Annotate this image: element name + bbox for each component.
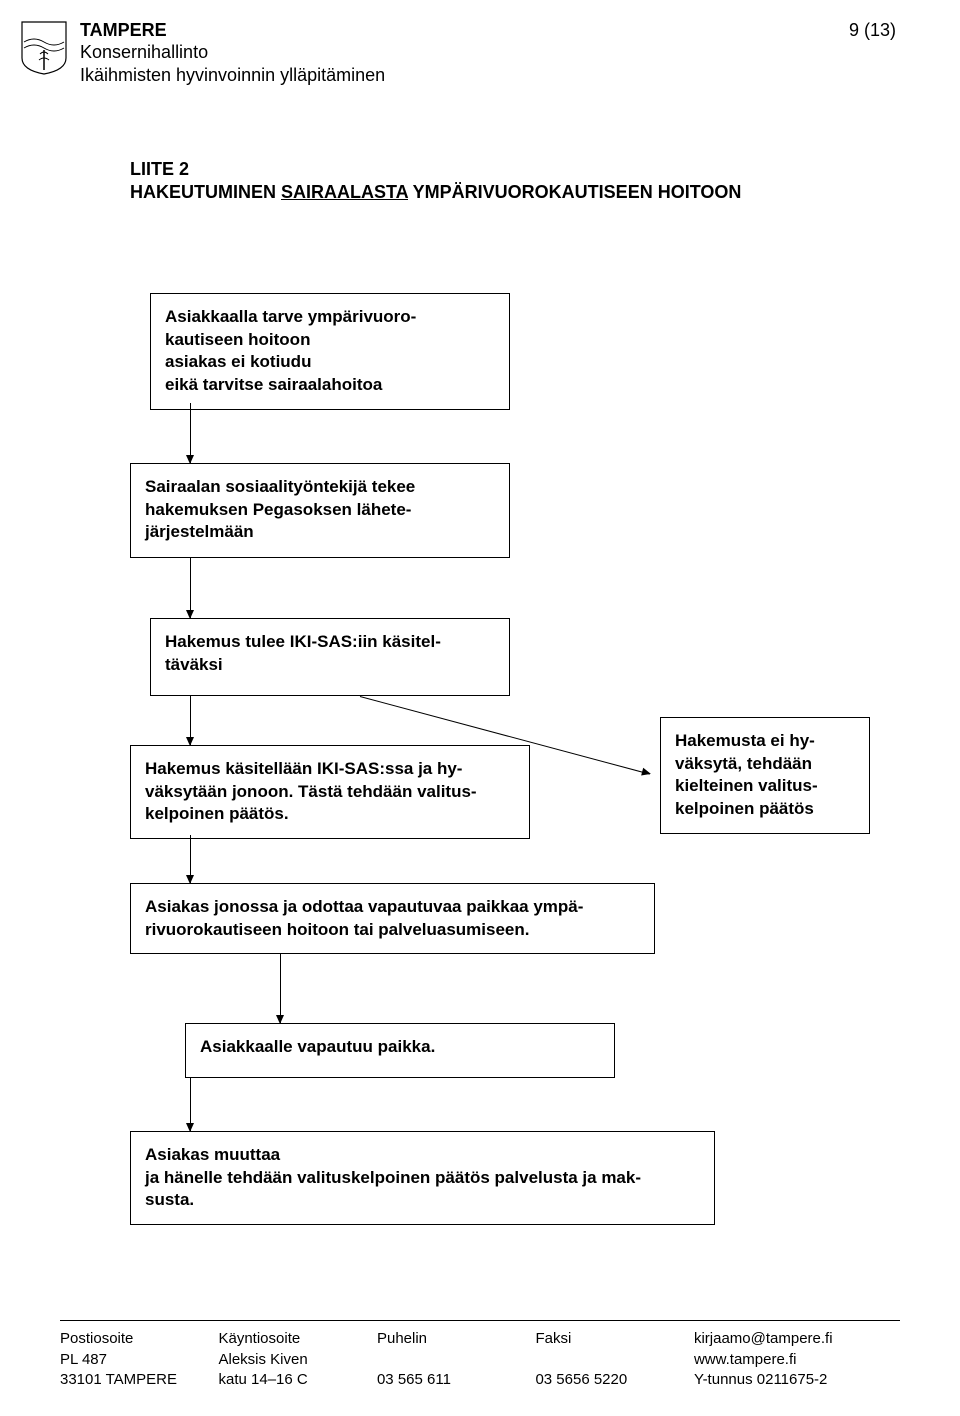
footer-line: Aleksis Kiven: [218, 1350, 376, 1370]
title-underline: SAIRAALASTA: [281, 182, 408, 202]
page-number: 9 (13): [849, 20, 900, 41]
flow-node-n1: Asiakkaalla tarve ympärivuoro- kautiseen…: [150, 293, 510, 411]
title-pre: HAKEUTUMINEN: [130, 182, 281, 202]
footer-col-0: PostiosoitePL 48733101 TAMPERE: [60, 1329, 218, 1390]
content-area: LIITE 2 HAKEUTUMINEN SAIRAALASTA YMPÄRIV…: [130, 158, 900, 1233]
header-title: TAMPERE: [80, 20, 849, 41]
footer-line: katu 14–16 C: [218, 1370, 376, 1390]
city-logo: [20, 20, 68, 76]
flow-node-n4: Hakemus käsitellään IKI-SAS:ssa ja hy- v…: [130, 745, 530, 840]
footer-col-1: KäyntiosoiteAleksis Kivenkatu 14–16 C: [218, 1329, 376, 1390]
footer-line: 03 565 611: [377, 1370, 535, 1390]
liite-label: LIITE 2: [130, 159, 189, 179]
footer-line: [535, 1350, 693, 1370]
footer-line: 33101 TAMPERE: [60, 1370, 218, 1390]
footer-col-2: Puhelin 03 565 611: [377, 1329, 535, 1390]
footer: PostiosoitePL 48733101 TAMPEREKäyntiosoi…: [60, 1320, 900, 1390]
footer-col-3: Faksi 03 5656 5220: [535, 1329, 693, 1390]
flow-node-n5: Hakemusta ei hy- väksytä, tehdään kielte…: [660, 717, 870, 835]
flow-node-n3: Hakemus tulee IKI-SAS:iin käsitel- täväk…: [150, 618, 510, 696]
footer-line: [377, 1350, 535, 1370]
footer-line: 03 5656 5220: [535, 1370, 693, 1390]
footer-line: kirjaamo@tampere.fi: [694, 1329, 900, 1349]
header-text-block: TAMPERE Konsernihallinto Ikäihmisten hyv…: [80, 20, 849, 88]
footer-line: Käyntiosoite: [218, 1329, 376, 1349]
footer-line: Puhelin: [377, 1329, 535, 1349]
footer-line: Postiosoite: [60, 1329, 218, 1349]
flow-arrow-v-1: [190, 558, 191, 618]
flow-arrow-v-3: [190, 835, 191, 883]
flow-arrow-v-4: [280, 953, 281, 1023]
flow-node-n8: Asiakas muuttaa ja hänelle tehdään valit…: [130, 1131, 715, 1226]
section-title: LIITE 2 HAKEUTUMINEN SAIRAALASTA YMPÄRIV…: [130, 158, 900, 205]
flow-arrow-v-5: [190, 1078, 191, 1131]
page-header: TAMPERE Konsernihallinto Ikäihmisten hyv…: [20, 20, 900, 88]
flow-arrow-v-0: [190, 403, 191, 463]
flow-node-n7: Asiakkaalle vapautuu paikka.: [185, 1023, 615, 1078]
footer-col-4: kirjaamo@tampere.fiwww.tampere.fiY-tunnu…: [694, 1329, 900, 1390]
flow-node-n2: Sairaalan sosiaalityöntekijä tekee hakem…: [130, 463, 510, 558]
title-post: YMPÄRIVUOROKAUTISEEN HOITOON: [408, 182, 741, 202]
header-line3: Ikäihmisten hyvinvoinnin ylläpitäminen: [80, 64, 849, 87]
footer-line: Faksi: [535, 1329, 693, 1349]
flow-node-n6: Asiakas jonossa ja odottaa vapautuvaa pa…: [130, 883, 655, 955]
footer-line: Y-tunnus 0211675-2: [694, 1370, 900, 1390]
footer-line: www.tampere.fi: [694, 1350, 900, 1370]
footer-line: PL 487: [60, 1350, 218, 1370]
header-line2: Konsernihallinto: [80, 41, 849, 64]
flow-arrow-v-2: [190, 696, 191, 745]
flowchart: Asiakkaalla tarve ympärivuoro- kautiseen…: [130, 223, 900, 1233]
